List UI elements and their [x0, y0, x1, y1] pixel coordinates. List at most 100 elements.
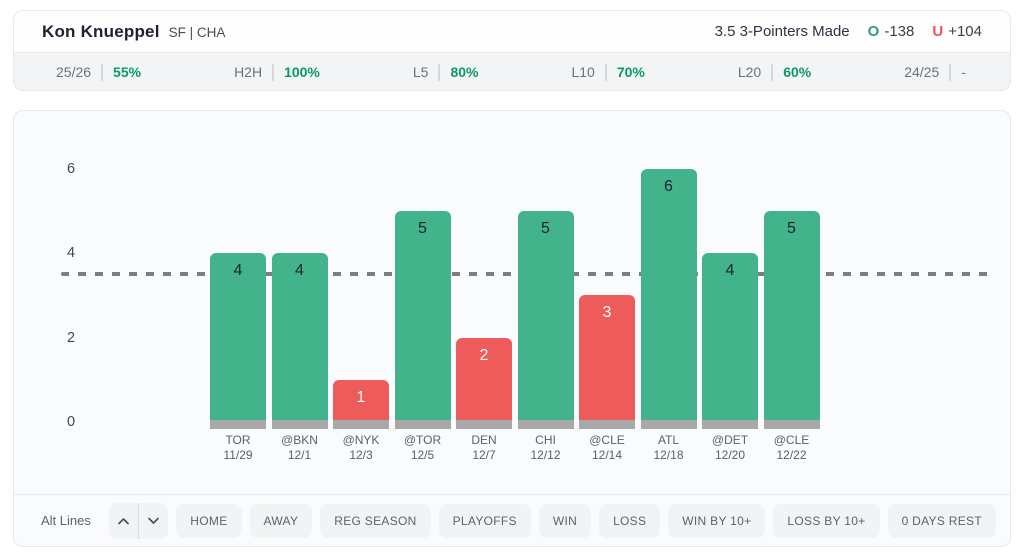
- filter-loss-by-10-button[interactable]: LOSS BY 10+: [773, 503, 880, 538]
- y-axis-tick: 2: [66, 329, 76, 346]
- stat-h2h: H2H 100%: [234, 63, 320, 81]
- stepper-divider: [138, 502, 140, 539]
- under-odds-value: +104: [948, 23, 982, 40]
- stat-divider: [438, 63, 441, 81]
- prop-odds-group: 3.5 3-Pointers Made O -138 U +104: [715, 23, 982, 40]
- y-axis-tick: 6: [66, 160, 76, 177]
- filter-playoffs-button[interactable]: PLAYOFFS: [438, 503, 531, 538]
- bar-value-label: 4: [233, 262, 243, 280]
- stat-value: 70%: [616, 64, 645, 80]
- alt-line-up-button[interactable]: [108, 502, 139, 539]
- over-icon: O: [867, 23, 880, 40]
- prop-line-text: 3.5 3-Pointers Made: [714, 23, 850, 40]
- x-axis-game-label: CHI 12/12: [530, 433, 561, 462]
- game-bar[interactable]: 2: [456, 337, 512, 429]
- stat-season-current: 25/26 55%: [56, 63, 142, 81]
- game-bar[interactable]: 5: [394, 211, 451, 429]
- bar-base-strip: [640, 419, 697, 429]
- over-odds-value: -138: [884, 23, 915, 40]
- bar-base-strip: [210, 419, 266, 429]
- bar-value-label: 5: [787, 220, 796, 238]
- stat-label: L20: [737, 64, 762, 80]
- game-bar[interactable]: 4: [210, 253, 266, 429]
- stat-divider: [604, 63, 607, 81]
- player-header-card: Kon Knueppel SF | CHA 3.5 3-Pointers Mad…: [13, 10, 1011, 91]
- stat-value: 60%: [783, 64, 812, 80]
- filter-win-button[interactable]: WIN: [538, 503, 592, 538]
- bar-base-strip: [579, 419, 635, 429]
- bar-value-label: 4: [725, 262, 735, 280]
- stat-season-previous: 24/25 -: [904, 63, 966, 81]
- bar-base-strip: [517, 419, 574, 429]
- title-row: Kon Knueppel SF | CHA 3.5 3-Pointers Mad…: [14, 11, 1010, 53]
- y-axis-tick: 0: [66, 414, 76, 430]
- x-axis-game-label: @CLE 12/22: [773, 433, 810, 462]
- filter-loss-button[interactable]: LOSS: [599, 503, 661, 538]
- stat-label: H2H: [234, 64, 263, 80]
- bar-base-strip: [394, 419, 451, 429]
- filter-reg-season-button[interactable]: REG SEASON: [320, 503, 431, 538]
- hit-rate-stats-row: 25/26 55% H2H 100% L5 80% L10 70% L20: [14, 53, 1010, 90]
- x-axis-game-label: @CLE 12/14: [589, 433, 625, 462]
- bar-value-label: 4: [295, 262, 304, 280]
- game-bar[interactable]: 5: [763, 211, 820, 429]
- bar-value-label: 5: [541, 220, 550, 238]
- game-log-chart-card: 0 2 4 6 4 TOR 11/29 4 @BKN 12/1 1 @NYK 12/3 5 @TOR 12/5…: [13, 110, 1011, 547]
- game-bar[interactable]: 5: [517, 211, 574, 429]
- filter-home-button[interactable]: HOME: [176, 503, 242, 538]
- stat-divider: [272, 63, 275, 81]
- game-bar[interactable]: 4: [271, 253, 328, 429]
- game-bar[interactable]: 4: [702, 253, 758, 429]
- stat-divider: [949, 63, 952, 81]
- filter-win-by-10-button[interactable]: WIN BY 10+: [668, 503, 766, 538]
- stat-label: 24/25: [904, 64, 940, 80]
- y-axis-tick: 4: [66, 245, 76, 262]
- bar-base-strip: [456, 419, 512, 429]
- bar-base-strip: [271, 419, 328, 429]
- bar-base-strip: [702, 419, 758, 429]
- chart-toolbar: Alt Lines HOME AWAY REG SEASON PLAYOFFS …: [14, 494, 1010, 546]
- stat-divider: [101, 63, 104, 81]
- stat-value: -: [961, 64, 966, 80]
- bar-base-strip: [763, 419, 820, 429]
- x-axis-game-label: ATL 12/18: [653, 433, 684, 462]
- stat-label: 25/26: [56, 64, 92, 80]
- chevron-up-icon: [117, 513, 130, 528]
- under-icon: U: [932, 23, 944, 40]
- bar-value-label: 6: [664, 177, 673, 195]
- bar-value-label: 2: [479, 346, 489, 364]
- over-odds-button[interactable]: O -138: [868, 23, 915, 40]
- stat-l5: L5 80%: [412, 63, 478, 81]
- stat-label: L5: [412, 64, 429, 80]
- x-axis-game-label: @BKN 12/1: [281, 433, 318, 462]
- game-bar[interactable]: 1: [333, 379, 389, 429]
- filter-away-button[interactable]: AWAY: [249, 503, 313, 538]
- x-axis-game-label: DEN 12/7: [471, 433, 497, 462]
- game-bar[interactable]: 6: [640, 168, 697, 429]
- stat-l10: L10 70%: [571, 63, 645, 81]
- stat-label: L10: [571, 64, 595, 80]
- stat-value: 100%: [284, 64, 320, 80]
- chevron-down-icon: [147, 513, 160, 528]
- bar-value-label: 1: [356, 388, 366, 406]
- x-axis-game-label: TOR 11/29: [223, 433, 253, 462]
- x-axis-game-label: @TOR 12/5: [403, 433, 442, 462]
- game-bar[interactable]: 3: [579, 295, 635, 429]
- bar-base-strip: [333, 419, 389, 429]
- alt-lines-label: Alt Lines: [41, 513, 91, 528]
- stat-value: 55%: [113, 64, 142, 80]
- stat-l20: L20 60%: [737, 63, 812, 81]
- bar-value-label: 5: [418, 220, 427, 238]
- filter-0-days-rest-button[interactable]: 0 DAYS REST: [887, 503, 996, 538]
- player-position-team: SF | CHA: [168, 24, 226, 40]
- plot-area: 0 2 4 6 4 TOR 11/29 4 @BKN 12/1 1 @NYK 12/3 5 @TOR 12/5…: [14, 111, 1010, 496]
- under-odds-button[interactable]: U +104: [932, 23, 982, 40]
- player-name: Kon Knueppel: [42, 21, 160, 41]
- player-identity: Kon Knueppel SF | CHA: [42, 22, 225, 42]
- stat-divider: [771, 63, 774, 81]
- bar-value-label: 3: [602, 304, 612, 322]
- alt-lines-stepper: [108, 502, 169, 539]
- alt-line-down-button[interactable]: [139, 502, 169, 539]
- x-axis-game-label: @DET 12/20: [711, 433, 749, 462]
